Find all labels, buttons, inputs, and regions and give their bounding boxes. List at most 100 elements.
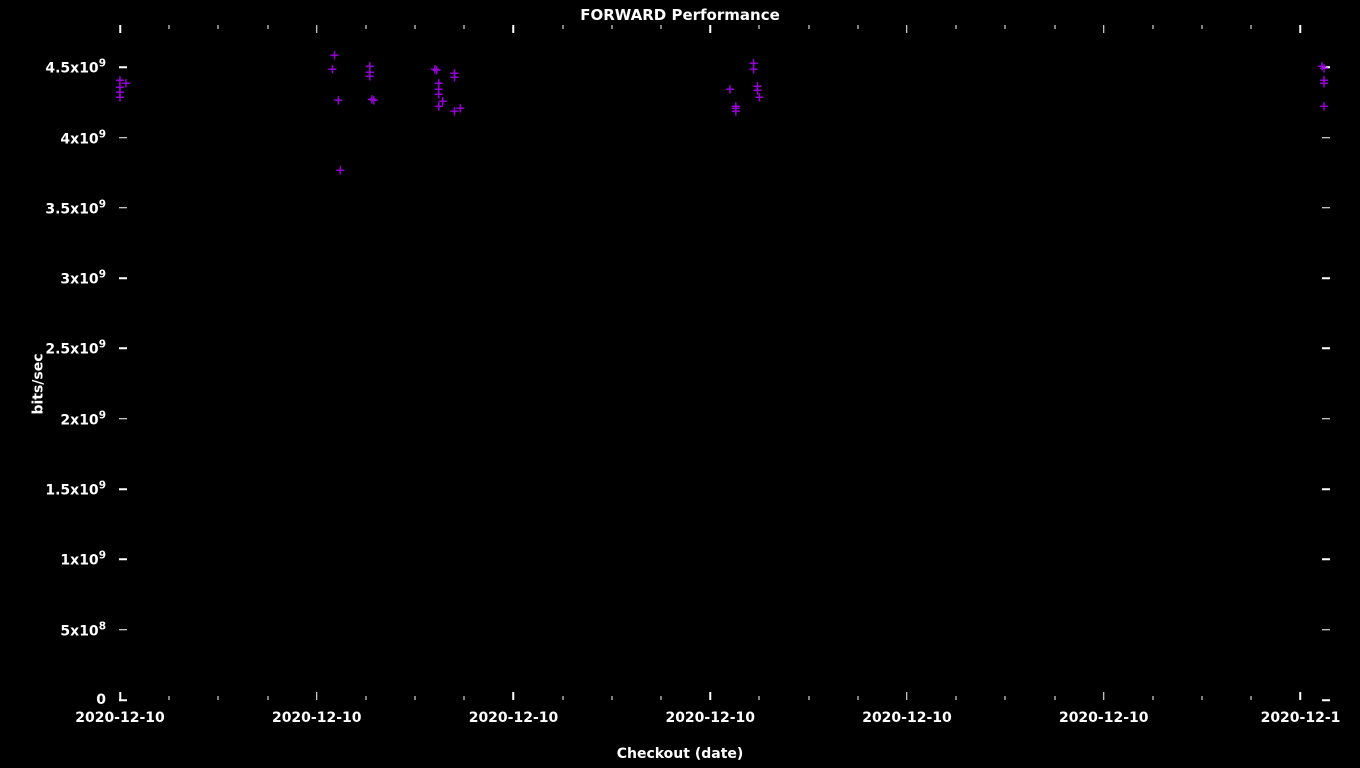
y-tick-mark [1322, 699, 1330, 701]
x-tick-mark [316, 692, 318, 700]
y-tick-mark [119, 629, 127, 631]
x-tick-mark [906, 25, 908, 33]
y-axis-label: bits/sec [31, 353, 47, 414]
data-point: + [329, 49, 340, 62]
data-point: + [1319, 62, 1330, 75]
y-tick-mark [1322, 418, 1330, 420]
data-point: + [754, 92, 765, 105]
y-tick-mark [119, 277, 127, 279]
x-minor-tick [464, 25, 465, 29]
y-tick-label: 2.5x109 [45, 339, 106, 358]
x-tick-mark [709, 692, 711, 700]
y-tick-mark [1322, 277, 1330, 279]
data-point: + [429, 64, 440, 77]
x-minor-tick [1152, 25, 1153, 29]
x-minor-tick [1005, 696, 1006, 700]
data-point: + [115, 92, 126, 105]
data-point: + [730, 100, 741, 113]
y-tick-label: 5x108 [60, 620, 106, 639]
x-minor-tick [365, 25, 366, 29]
plot-area: 05x1081x1091.5x1092x1092.5x1093x1093.5x1… [120, 25, 1330, 700]
data-point: + [433, 89, 444, 102]
y-tick-label: 3x109 [60, 269, 106, 288]
y-tick-label: 1x109 [60, 550, 106, 569]
data-point: + [115, 86, 126, 99]
y-tick-mark [119, 66, 127, 68]
y-tick-mark [119, 418, 127, 420]
y-tick-label: 0 [96, 692, 106, 708]
data-point: + [1319, 78, 1330, 91]
x-minor-tick [169, 696, 170, 700]
x-minor-tick [1202, 25, 1203, 29]
y-tick-mark [1322, 137, 1330, 139]
x-minor-tick [661, 696, 662, 700]
data-point: + [115, 82, 126, 95]
data-point: + [748, 58, 759, 71]
data-point: + [724, 83, 735, 96]
x-tick-mark [1300, 692, 1302, 700]
y-tick-mark [1322, 348, 1330, 350]
x-minor-tick [415, 25, 416, 29]
data-point: + [437, 96, 448, 109]
y-tick-mark [119, 207, 127, 209]
y-tick-mark [1322, 559, 1330, 561]
data-point: + [752, 80, 763, 93]
x-minor-tick [956, 696, 957, 700]
x-axis-label: Checkout (date) [0, 746, 1360, 762]
data-point: + [730, 106, 741, 119]
data-point: + [730, 103, 741, 116]
x-tick-mark [906, 692, 908, 700]
data-point: + [120, 78, 131, 91]
data-point: + [368, 94, 379, 107]
x-minor-tick [1152, 696, 1153, 700]
data-point: + [364, 71, 375, 84]
data-point: + [752, 85, 763, 98]
chart-title: FORWARD Performance [0, 6, 1360, 24]
data-point: + [1319, 75, 1330, 88]
x-minor-tick [1054, 696, 1055, 700]
x-tick-label: 2020-12-10 [862, 710, 952, 726]
y-tick-mark [1322, 207, 1330, 209]
x-minor-tick [267, 696, 268, 700]
y-tick-label: 3.5x109 [45, 198, 106, 217]
y-tick-label: 2x109 [60, 409, 106, 428]
x-minor-tick [1251, 25, 1252, 29]
data-point: + [115, 75, 126, 88]
data-point: + [449, 72, 460, 85]
x-minor-tick [169, 25, 170, 29]
x-tick-label: 2020-12-1 [1261, 710, 1341, 726]
data-point: + [327, 64, 338, 77]
x-minor-tick [857, 696, 858, 700]
x-tick-label: 2020-12-10 [665, 710, 755, 726]
x-minor-tick [267, 25, 268, 29]
data-point: + [335, 165, 346, 178]
y-tick-mark [1322, 629, 1330, 631]
x-minor-tick [611, 25, 612, 29]
x-minor-tick [464, 696, 465, 700]
x-tick-label: 2020-12-10 [469, 710, 559, 726]
x-tick-mark [1300, 25, 1302, 33]
data-point: + [433, 83, 444, 96]
chart-container: FORWARD Performance bits/sec Checkout (d… [0, 0, 1360, 768]
x-minor-tick [956, 25, 957, 29]
y-tick-mark [119, 137, 127, 139]
x-minor-tick [1251, 696, 1252, 700]
y-tick-mark [119, 559, 127, 561]
data-point: + [431, 65, 442, 78]
x-tick-mark [709, 25, 711, 33]
x-tick-mark [119, 692, 121, 700]
x-tick-mark [1103, 692, 1105, 700]
x-minor-tick [562, 25, 563, 29]
data-point: + [449, 68, 460, 81]
data-point: + [364, 61, 375, 74]
x-minor-tick [1005, 25, 1006, 29]
y-tick-label: 4.5x109 [45, 58, 106, 77]
x-minor-tick [759, 25, 760, 29]
data-point: + [433, 100, 444, 113]
y-tick-mark [119, 488, 127, 490]
x-tick-mark [119, 25, 121, 33]
x-minor-tick [1054, 25, 1055, 29]
x-minor-tick [218, 25, 219, 29]
data-point: + [748, 64, 759, 77]
x-tick-label: 2020-12-10 [1059, 710, 1149, 726]
